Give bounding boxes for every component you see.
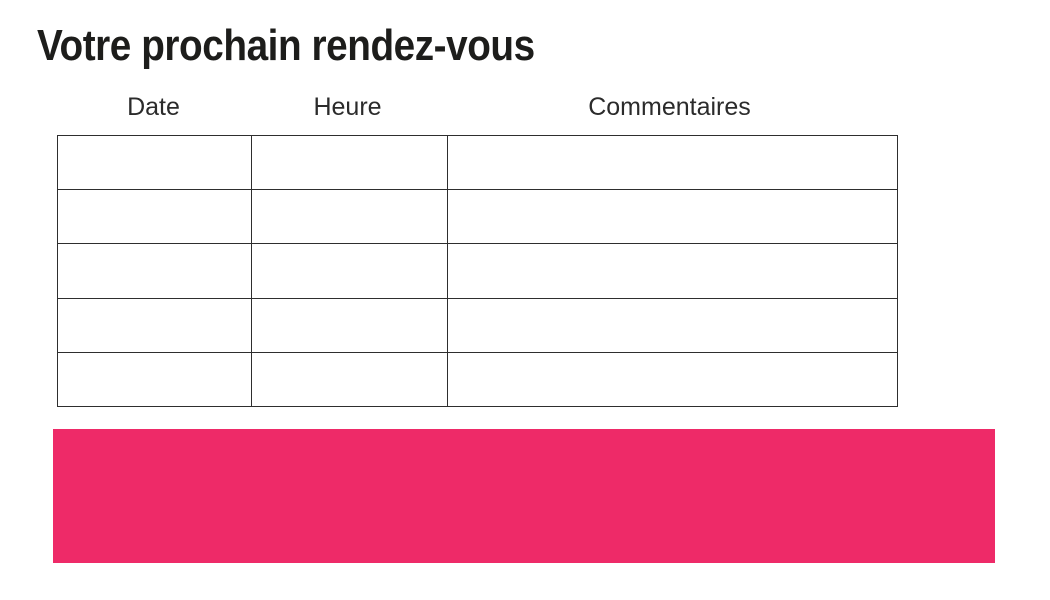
table-cell bbox=[251, 134, 448, 191]
table-cell bbox=[251, 351, 448, 408]
table-cell bbox=[57, 243, 252, 299]
table-row bbox=[57, 351, 898, 408]
table-cell bbox=[57, 297, 252, 353]
column-header-commentaires: Commentaires bbox=[588, 93, 751, 121]
column-header-date: Date bbox=[127, 93, 180, 121]
table-cell bbox=[251, 189, 448, 245]
table-cell bbox=[447, 297, 898, 353]
table-row bbox=[57, 297, 898, 353]
table-header-row: Date Heure Commentaires bbox=[57, 92, 894, 122]
table-cell bbox=[447, 243, 898, 299]
table-row bbox=[57, 189, 898, 245]
table-row bbox=[57, 134, 898, 191]
table-cell bbox=[447, 189, 898, 245]
table-cell bbox=[447, 351, 898, 408]
table-cell bbox=[57, 189, 252, 245]
table-cell bbox=[57, 134, 252, 191]
table-cell bbox=[251, 297, 448, 353]
page-title: Votre prochain rendez-vous bbox=[37, 21, 535, 70]
appointments-table-body bbox=[57, 134, 898, 408]
table-cell bbox=[447, 134, 898, 191]
highlight-bar bbox=[53, 429, 995, 563]
table-row bbox=[57, 243, 898, 299]
column-header-heure: Heure bbox=[313, 93, 382, 121]
appointments-table bbox=[57, 134, 898, 408]
table-cell bbox=[251, 243, 448, 299]
table-cell bbox=[57, 351, 252, 408]
